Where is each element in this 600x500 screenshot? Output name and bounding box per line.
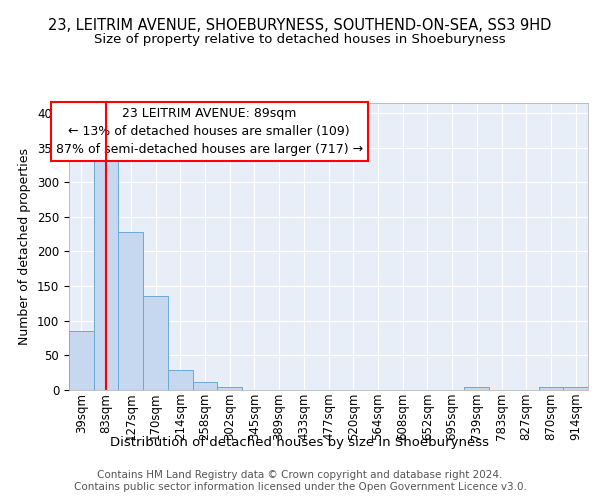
Bar [94,158,118,390]
Bar [69,331,94,390]
Text: Distribution of detached houses by size in Shoeburyness: Distribution of detached houses by size … [110,436,490,449]
Bar [168,370,193,390]
Bar [539,386,563,390]
Bar [217,386,242,390]
Y-axis label: Number of detached properties: Number of detached properties [19,148,31,345]
Bar [143,296,168,390]
Text: 23 LEITRIM AVENUE: 89sqm
← 13% of detached houses are smaller (109)
87% of semi-: 23 LEITRIM AVENUE: 89sqm ← 13% of detach… [56,107,362,156]
Bar [118,232,143,390]
Text: Contains HM Land Registry data © Crown copyright and database right 2024.
Contai: Contains HM Land Registry data © Crown c… [74,470,526,492]
Text: Size of property relative to detached houses in Shoeburyness: Size of property relative to detached ho… [94,34,506,46]
Text: 23, LEITRIM AVENUE, SHOEBURYNESS, SOUTHEND-ON-SEA, SS3 9HD: 23, LEITRIM AVENUE, SHOEBURYNESS, SOUTHE… [49,18,551,32]
Bar [193,382,217,390]
Bar [563,386,588,390]
Bar [464,386,489,390]
